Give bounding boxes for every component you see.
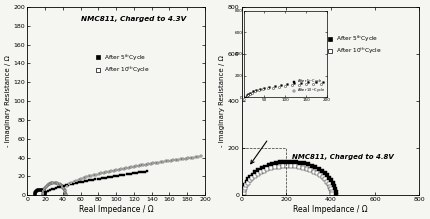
10th xyxy=(258,171,263,174)
5th xyxy=(298,161,303,164)
10th xyxy=(308,169,313,171)
5th xyxy=(246,178,251,181)
5th xyxy=(322,172,327,174)
10th xyxy=(301,166,306,169)
5th xyxy=(240,192,246,195)
X-axis label: Real Impedance / Ω: Real Impedance / Ω xyxy=(293,205,368,214)
5th xyxy=(130,172,135,175)
5th xyxy=(277,161,283,164)
5th xyxy=(286,160,291,163)
10th xyxy=(276,165,282,168)
5th xyxy=(327,177,332,179)
10th xyxy=(326,183,332,185)
Line: 5th: 5th xyxy=(242,160,338,196)
5th xyxy=(244,181,249,184)
10th xyxy=(265,168,270,171)
5th xyxy=(32,194,37,197)
10th xyxy=(198,155,203,158)
Legend: After 5$^{th}$Cycle, After 10$^{th}$Cycle: After 5$^{th}$Cycle, After 10$^{th}$Cycl… xyxy=(326,32,383,57)
10th xyxy=(273,166,278,169)
5th xyxy=(313,166,318,169)
10th xyxy=(285,165,290,167)
Line: 10th: 10th xyxy=(242,164,334,196)
5th xyxy=(290,160,295,163)
5th xyxy=(325,174,330,177)
10th xyxy=(322,178,328,181)
5th xyxy=(259,167,264,170)
5th xyxy=(248,176,253,178)
5th xyxy=(253,171,258,174)
10th xyxy=(62,190,68,193)
Y-axis label: - Imaginary Resistance / Ω: - Imaginary Resistance / Ω xyxy=(219,55,225,147)
10th xyxy=(261,170,267,172)
10th xyxy=(325,180,330,183)
5th xyxy=(145,170,150,173)
10th xyxy=(304,168,310,170)
Legend: After 5$^{th}$Cycle, After 10$^{th}$Cycle: After 5$^{th}$Cycle, After 10$^{th}$Cycl… xyxy=(94,51,151,76)
10th xyxy=(63,194,68,197)
Line: 10th: 10th xyxy=(41,155,202,196)
10th xyxy=(252,175,257,177)
10th xyxy=(94,173,99,176)
10th xyxy=(314,172,319,175)
10th xyxy=(249,177,255,179)
10th xyxy=(243,186,248,189)
10th xyxy=(242,189,247,192)
Y-axis label: - Imaginary Resistance / Ω: - Imaginary Resistance / Ω xyxy=(5,55,11,147)
10th xyxy=(244,184,249,186)
5th xyxy=(333,187,338,190)
10th xyxy=(317,174,322,176)
5th xyxy=(302,162,307,165)
10th xyxy=(311,170,316,173)
5th xyxy=(256,169,261,171)
Line: 5th: 5th xyxy=(33,170,148,196)
5th xyxy=(78,181,83,183)
10th xyxy=(241,192,246,194)
Text: NMC811, Charged to 4.3V: NMC811, Charged to 4.3V xyxy=(81,16,186,22)
5th xyxy=(43,192,48,195)
10th xyxy=(246,181,251,184)
5th xyxy=(42,191,47,194)
5th xyxy=(332,185,337,187)
10th xyxy=(62,189,67,191)
5th xyxy=(242,186,247,189)
10th xyxy=(247,179,252,182)
5th xyxy=(319,170,324,172)
10th xyxy=(40,194,45,197)
10th xyxy=(320,176,325,178)
5th xyxy=(243,184,248,186)
10th xyxy=(255,173,260,175)
10th xyxy=(51,182,56,184)
5th xyxy=(266,164,271,167)
5th xyxy=(262,165,267,168)
10th xyxy=(329,188,334,191)
5th xyxy=(270,163,275,165)
5th xyxy=(282,161,287,163)
5th xyxy=(241,189,246,192)
5th xyxy=(306,163,311,166)
5th xyxy=(138,171,144,173)
5th xyxy=(294,161,299,163)
5th xyxy=(334,193,339,196)
5th xyxy=(309,164,314,167)
Text: NMC811, Charged to 4.8V: NMC811, Charged to 4.8V xyxy=(292,154,393,160)
10th xyxy=(289,165,294,168)
5th xyxy=(330,182,335,184)
10th xyxy=(292,165,298,168)
5th xyxy=(333,190,338,193)
X-axis label: Real Impedance / Ω: Real Impedance / Ω xyxy=(79,205,154,214)
10th xyxy=(186,157,191,159)
5th xyxy=(250,173,255,176)
10th xyxy=(329,191,335,193)
5th xyxy=(329,179,334,182)
10th xyxy=(328,185,333,188)
10th xyxy=(269,167,274,170)
5th xyxy=(273,162,279,164)
10th xyxy=(280,165,286,168)
10th xyxy=(297,166,302,168)
5th xyxy=(38,188,43,191)
10th xyxy=(330,193,335,196)
5th xyxy=(316,168,321,170)
